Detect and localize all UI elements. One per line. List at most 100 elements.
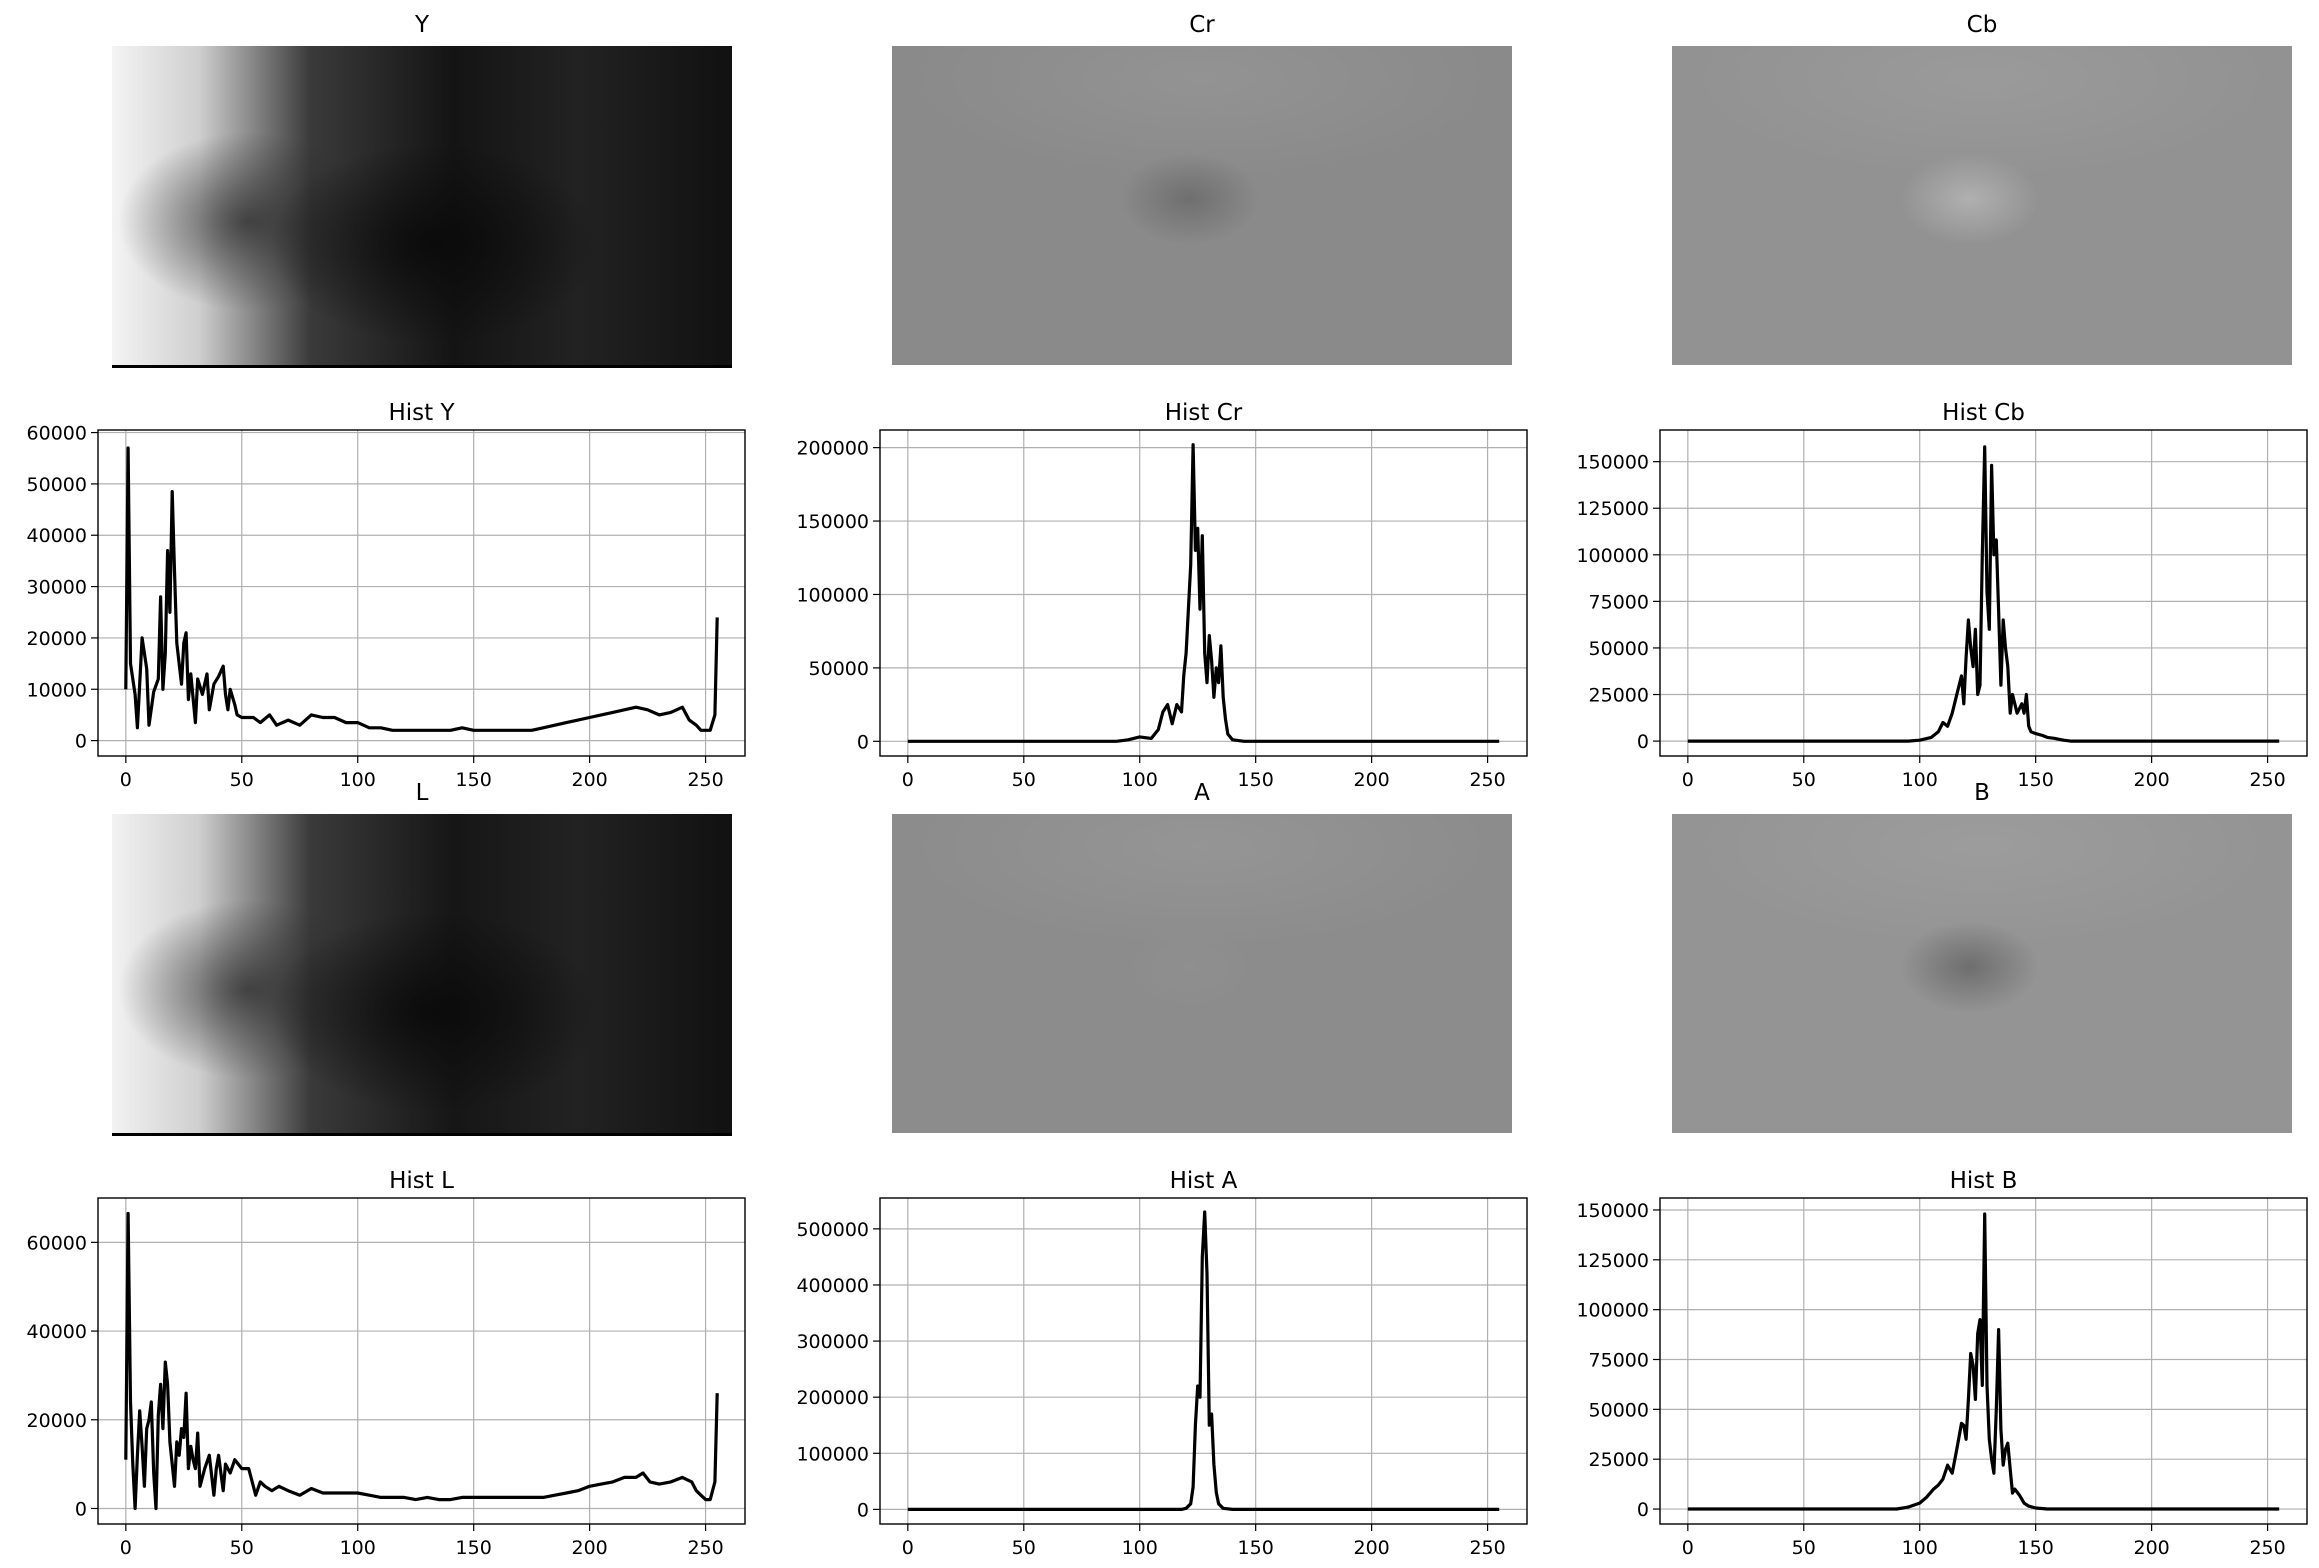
chart-4: Hist A 0 50 100 150 200 250 0 100000 200000 300000… xyxy=(796,1168,1528,1559)
x-tick-label: 150 xyxy=(1238,1537,1274,1559)
plot-frame xyxy=(1659,429,2308,757)
x-tick-label: 200 xyxy=(1353,769,1389,791)
chart-title: Hist A xyxy=(1170,1168,1238,1194)
y-tick-label: 20000 xyxy=(27,1410,87,1432)
histogram-line xyxy=(907,443,1500,743)
image-l xyxy=(112,814,732,1136)
x-tick-label: 250 xyxy=(687,769,723,791)
x-tick-label: 200 xyxy=(2133,769,2169,791)
y-tick-label: 0 xyxy=(1637,731,1649,753)
image-cr xyxy=(892,46,1512,365)
y-tick-label: 300000 xyxy=(796,1331,869,1353)
y-tick-label: 50000 xyxy=(27,474,87,496)
y-tick-label: 50000 xyxy=(809,658,869,680)
x-tick-label: 200 xyxy=(1353,1537,1389,1559)
x-tick-label: 200 xyxy=(571,1537,607,1559)
y-tick-label: 0 xyxy=(75,731,87,753)
title-cb: Cb xyxy=(1966,12,1998,38)
x-tick-label: 0 xyxy=(120,769,132,791)
chart-5: Hist B 0 50 100 150 200 250 0 25000 50000 75000 100… xyxy=(1576,1168,2308,1559)
x-tick-label: 50 xyxy=(1012,769,1036,791)
y-tick-label: 25000 xyxy=(1589,685,1649,707)
y-tick-label: 0 xyxy=(857,731,869,753)
image-cb xyxy=(1672,46,2292,365)
x-tick-label: 50 xyxy=(1792,769,1816,791)
y-tick-label: 40000 xyxy=(27,1321,87,1343)
plot-frame xyxy=(1659,1197,2308,1525)
y-tick-label: 200000 xyxy=(796,1387,869,1409)
y-tick-label: 50000 xyxy=(1589,1399,1649,1421)
y-tick-label: 40000 xyxy=(27,525,87,547)
y-tick-label: 0 xyxy=(1637,1499,1649,1521)
histogram-line xyxy=(1687,445,2280,743)
y-tick-label: 60000 xyxy=(27,1232,87,1254)
plot-frame xyxy=(97,429,746,757)
chart-title: Hist Cb xyxy=(1942,400,2025,426)
title-b: B xyxy=(1974,780,1990,806)
chart-3: Hist L 0 50 100 150 200 250 0 20000 40000 60000 xyxy=(27,1168,746,1559)
x-tick-label: 100 xyxy=(1902,769,1938,791)
histogram-line xyxy=(907,1210,1500,1511)
x-tick-label: 200 xyxy=(571,769,607,791)
x-tick-label: 150 xyxy=(2018,1537,2054,1559)
image-b xyxy=(1672,814,2292,1133)
x-tick-label: 150 xyxy=(1238,769,1274,791)
x-tick-label: 0 xyxy=(120,1537,132,1559)
x-tick-label: 50 xyxy=(1792,1537,1816,1559)
y-tick-label: 500000 xyxy=(796,1219,869,1241)
chart-title: Hist Y xyxy=(388,400,455,426)
x-tick-label: 100 xyxy=(340,1537,376,1559)
chart-title: Hist Cr xyxy=(1165,400,1243,426)
title-l: L xyxy=(415,780,429,806)
x-tick-label: 150 xyxy=(456,1537,492,1559)
chart-title: Hist B xyxy=(1950,1168,2018,1194)
plot-frame xyxy=(97,1197,746,1525)
image-y xyxy=(112,46,732,368)
x-tick-label: 50 xyxy=(1012,1537,1036,1559)
y-tick-label: 60000 xyxy=(27,423,87,445)
y-tick-label: 75000 xyxy=(1589,1350,1649,1372)
x-tick-label: 100 xyxy=(1122,1537,1158,1559)
x-tick-label: 200 xyxy=(2133,1537,2169,1559)
x-tick-label: 50 xyxy=(230,1537,254,1559)
x-tick-label: 150 xyxy=(456,769,492,791)
image-a xyxy=(892,814,1512,1133)
y-tick-label: 0 xyxy=(75,1498,87,1520)
y-tick-label: 150000 xyxy=(1576,1200,1649,1222)
y-tick-label: 100000 xyxy=(1576,545,1649,567)
y-tick-label: 25000 xyxy=(1589,1449,1649,1471)
y-tick-label: 100000 xyxy=(796,584,869,606)
y-tick-label: 100000 xyxy=(796,1443,869,1465)
x-tick-label: 0 xyxy=(902,1537,914,1559)
chart-1: Hist Cr 0 50 100 150 200 250 0 50000 100000 150000… xyxy=(796,400,1528,791)
x-tick-label: 0 xyxy=(902,769,914,791)
x-tick-label: 100 xyxy=(1902,1537,1938,1559)
x-tick-label: 50 xyxy=(230,769,254,791)
y-tick-label: 10000 xyxy=(27,679,87,701)
chart-2: Hist Cb 0 50 100 150 200 250 0 25000 50000 75000 10… xyxy=(1576,400,2308,791)
x-tick-label: 100 xyxy=(1122,769,1158,791)
x-tick-label: 0 xyxy=(1682,769,1694,791)
y-tick-label: 30000 xyxy=(27,577,87,599)
histogram-line xyxy=(1687,1212,2280,1511)
y-tick-label: 200000 xyxy=(796,438,869,460)
chart-0: Hist Y 0 50 100 150 200 250 0 10000 20000 30000 400… xyxy=(27,400,746,791)
y-tick-label: 0 xyxy=(857,1499,869,1521)
y-tick-label: 50000 xyxy=(1589,638,1649,660)
plot-frame xyxy=(879,1197,1528,1525)
histogram-line xyxy=(124,446,719,732)
title-a: A xyxy=(1194,780,1210,806)
y-tick-label: 125000 xyxy=(1576,1250,1649,1272)
x-tick-label: 100 xyxy=(340,769,376,791)
title-cr: Cr xyxy=(1189,12,1215,38)
y-tick-label: 400000 xyxy=(796,1275,869,1297)
y-tick-label: 125000 xyxy=(1576,498,1649,520)
plot-frame xyxy=(879,429,1528,757)
x-tick-label: 250 xyxy=(1469,769,1505,791)
x-tick-label: 250 xyxy=(2249,1537,2285,1559)
y-tick-label: 20000 xyxy=(27,628,87,650)
y-tick-label: 150000 xyxy=(796,511,869,533)
y-tick-label: 75000 xyxy=(1589,591,1649,613)
x-tick-label: 0 xyxy=(1682,1537,1694,1559)
